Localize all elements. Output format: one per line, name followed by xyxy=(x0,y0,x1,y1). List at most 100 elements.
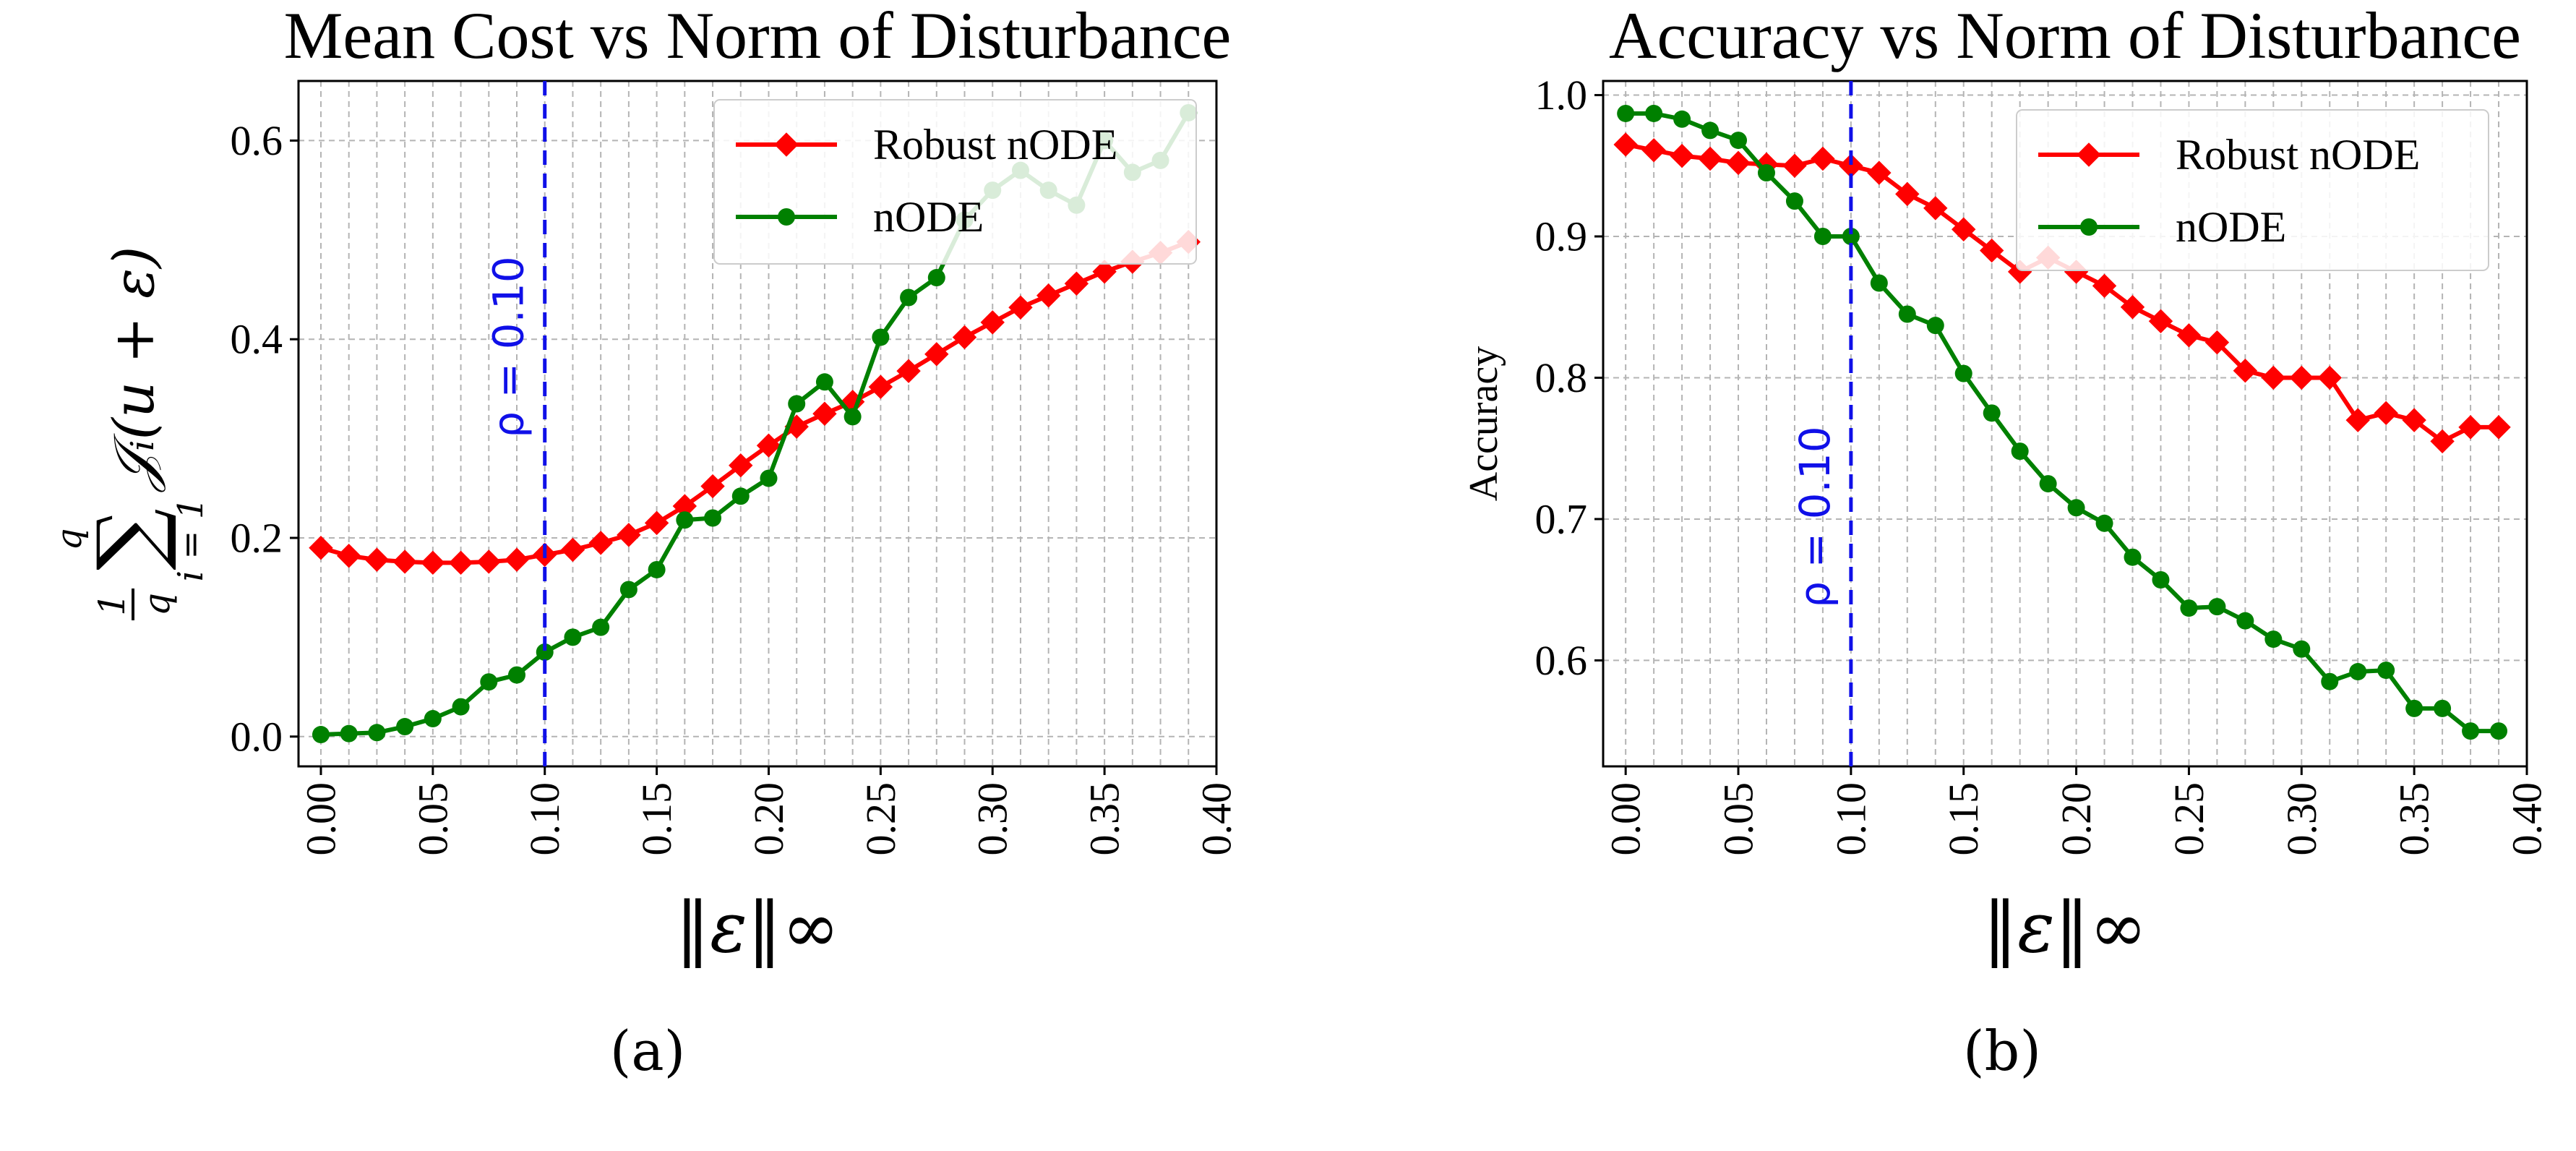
data-point xyxy=(1670,143,1694,168)
data-point xyxy=(2289,365,2314,390)
data-point xyxy=(392,549,417,574)
legend-marker xyxy=(2077,142,2101,167)
data-point xyxy=(1782,153,1807,178)
legend-label: nODE xyxy=(873,193,984,241)
data-point xyxy=(2261,365,2286,390)
data-point xyxy=(980,310,1005,335)
panel-caption: (a) xyxy=(610,1019,686,1083)
y-label-sum-lower: i = 1 xyxy=(171,497,211,582)
data-point xyxy=(480,673,498,691)
data-point xyxy=(2377,662,2395,680)
x-tick-label: 0.30 xyxy=(2278,782,2325,856)
legend-box xyxy=(713,99,1197,265)
data-point xyxy=(729,453,753,478)
data-point xyxy=(2176,323,2202,348)
data-point xyxy=(2180,599,2198,617)
data-point xyxy=(2208,598,2226,616)
data-point xyxy=(1867,161,1892,185)
data-point xyxy=(508,666,526,684)
x-tick-label: 0.00 xyxy=(1602,782,1649,856)
data-point xyxy=(1811,146,1835,171)
data-point xyxy=(2345,408,2370,432)
data-point xyxy=(1673,110,1691,128)
data-point xyxy=(564,628,582,646)
data-point xyxy=(1008,295,1033,320)
data-point xyxy=(364,547,390,572)
data-point xyxy=(676,511,694,529)
data-point xyxy=(1092,260,1117,284)
plot-area-frame xyxy=(1602,80,2528,768)
chart-title: Mean Cost vs Norm of Disturbance xyxy=(284,0,1232,72)
data-point xyxy=(2152,570,2170,589)
data-point xyxy=(648,560,666,578)
data-point xyxy=(2148,309,2173,333)
y-axis-label: Accuracy xyxy=(1461,346,1506,502)
data-point xyxy=(1617,104,1635,122)
y-tick-label: 0.0 xyxy=(231,713,283,760)
x-axis-label: ‖ε‖∞ xyxy=(1983,887,2147,968)
y-label-frac-denominator: q xyxy=(136,593,178,616)
x-tick-label: 0.25 xyxy=(2165,782,2212,856)
data-point xyxy=(2374,401,2398,426)
data-point xyxy=(812,401,837,426)
data-point xyxy=(588,531,613,555)
legend-marker xyxy=(778,208,795,226)
legend-box xyxy=(2016,109,2489,271)
data-point xyxy=(900,288,918,307)
data-point xyxy=(1064,271,1089,296)
legend-label: Robust nODE xyxy=(2176,131,2420,179)
plot-area-frame xyxy=(297,80,1218,768)
data-point xyxy=(368,724,386,742)
chart-panel-a: 0.00 0.05 0.10 0.15 0.20 0.25 0.30 0.35 0.40 0.0 0… xyxy=(49,0,1240,1083)
data-point xyxy=(476,549,501,574)
data-point xyxy=(952,325,977,350)
legend-marker xyxy=(2080,218,2098,236)
x-tick-label: 0.05 xyxy=(409,782,456,856)
data-point xyxy=(560,537,585,562)
legend-label: nODE xyxy=(2176,203,2286,251)
y-tick-label: 0.8 xyxy=(1535,354,1588,401)
data-point xyxy=(2317,365,2342,390)
x-tick-label: 0.20 xyxy=(2053,782,2100,856)
y-label-body: 𝒥ᵢ(u + ε) xyxy=(102,247,167,493)
data-point xyxy=(1701,121,1720,140)
data-point xyxy=(2434,699,2452,717)
data-point xyxy=(396,718,414,736)
data-point xyxy=(424,710,442,728)
data-point xyxy=(617,523,641,547)
data-point xyxy=(1923,196,1948,221)
y-tick-label: 1.0 xyxy=(1535,72,1588,119)
chart-title: Accuracy vs Norm of Disturbance xyxy=(1609,0,2521,72)
data-point xyxy=(2236,612,2254,630)
x-tick-label: 0.20 xyxy=(745,782,792,856)
data-point xyxy=(1926,317,1944,335)
data-point xyxy=(1730,132,1748,150)
data-point xyxy=(452,698,470,716)
data-point xyxy=(700,474,725,499)
legend-marker xyxy=(774,132,799,157)
data-point xyxy=(1983,404,2001,422)
data-point xyxy=(2402,408,2426,432)
data-point xyxy=(2095,514,2113,532)
data-point xyxy=(1036,283,1061,308)
data-point xyxy=(340,724,358,743)
data-point xyxy=(843,408,862,426)
data-point xyxy=(1842,228,1860,246)
data-point xyxy=(815,373,833,391)
data-point xyxy=(1698,146,1722,171)
data-point xyxy=(1757,164,1775,182)
data-point xyxy=(644,510,669,536)
x-tick-label: 0.30 xyxy=(969,782,1016,856)
data-point xyxy=(731,487,750,505)
data-point xyxy=(2124,548,2142,566)
y-label-sum-sign: ∑ xyxy=(80,508,180,570)
x-tick-label: 0.00 xyxy=(297,782,344,856)
data-point xyxy=(1954,364,1972,382)
data-point xyxy=(448,550,473,576)
data-point xyxy=(704,509,722,527)
x-tick-label: 0.40 xyxy=(2504,782,2551,856)
y-tick-label: 0.7 xyxy=(1535,495,1588,542)
data-point xyxy=(1870,274,1888,292)
data-point xyxy=(1979,238,2004,263)
data-point xyxy=(2293,640,2311,658)
